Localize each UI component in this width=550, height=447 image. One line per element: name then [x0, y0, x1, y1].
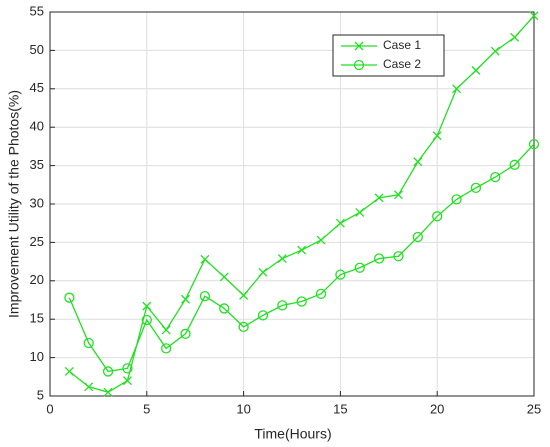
y-axis-label: Improvement Utility of the Photos(%) — [6, 90, 22, 318]
y-tick-label: 5 — [37, 387, 44, 402]
marker — [277, 300, 288, 311]
marker — [490, 46, 500, 56]
marker — [142, 301, 152, 311]
marker — [355, 207, 365, 217]
marker — [161, 325, 171, 335]
marker — [394, 190, 403, 200]
marker — [258, 267, 268, 277]
marker — [451, 194, 462, 205]
marker — [528, 138, 540, 150]
marker — [257, 310, 269, 321]
marker — [122, 376, 132, 386]
marker — [180, 328, 191, 339]
x-tick-label: 0 — [46, 401, 53, 416]
marker — [84, 382, 94, 392]
marker — [296, 296, 307, 307]
y-tick-label: 25 — [30, 234, 44, 249]
marker — [199, 291, 211, 302]
x-tick-label: 5 — [143, 401, 150, 416]
marker — [470, 182, 482, 194]
y-tick-label: 10 — [30, 349, 44, 364]
marker — [412, 231, 423, 243]
marker — [335, 218, 345, 228]
marker — [354, 41, 364, 51]
marker — [103, 387, 113, 397]
series-line — [68, 143, 535, 373]
marker — [490, 171, 501, 183]
marker — [64, 292, 75, 303]
legend: Case 1 Case 2 — [332, 34, 445, 77]
marker — [452, 84, 462, 94]
marker — [509, 159, 520, 170]
y-tick-label: 55 — [30, 3, 44, 18]
marker — [354, 262, 365, 273]
marker — [335, 269, 346, 280]
marker — [239, 290, 249, 300]
marker — [432, 211, 443, 222]
marker — [141, 314, 152, 326]
x-tick-label: 10 — [236, 401, 250, 416]
legend-label: Case 2 — [383, 57, 421, 71]
marker — [161, 343, 172, 354]
marker — [219, 272, 229, 282]
marker — [529, 11, 539, 21]
y-tick-label: 50 — [30, 42, 44, 57]
marker — [238, 321, 249, 333]
marker — [510, 32, 520, 42]
marker — [393, 251, 404, 262]
x-axis-label: Time(Hours) — [254, 426, 331, 442]
marker — [181, 294, 190, 304]
y-tick-label: 30 — [30, 195, 44, 210]
y-tick-label: 35 — [30, 157, 44, 172]
plot-frame — [49, 11, 535, 397]
marker — [374, 193, 384, 203]
legend-box — [332, 34, 445, 77]
x-tick-label: 25 — [527, 401, 541, 416]
marker — [200, 254, 210, 264]
marker — [219, 303, 230, 314]
y-tick-label: 45 — [30, 80, 44, 95]
marker — [315, 288, 327, 300]
x-tick-label: 20 — [430, 401, 444, 416]
marker — [83, 337, 94, 349]
marker — [432, 131, 442, 141]
marker — [471, 65, 481, 75]
marker — [373, 253, 385, 264]
marker — [413, 157, 423, 167]
marker — [277, 254, 287, 263]
x-tick-label: 15 — [333, 401, 347, 416]
y-tick-label: 15 — [30, 311, 44, 326]
marker — [353, 59, 365, 71]
marker — [316, 235, 326, 245]
marker — [64, 366, 74, 376]
marker — [297, 245, 307, 255]
y-tick-label: 20 — [30, 272, 44, 287]
y-tick-label: 40 — [30, 119, 44, 134]
marker — [122, 363, 133, 374]
legend-label: Case 1 — [383, 38, 421, 52]
marker — [102, 366, 114, 377]
